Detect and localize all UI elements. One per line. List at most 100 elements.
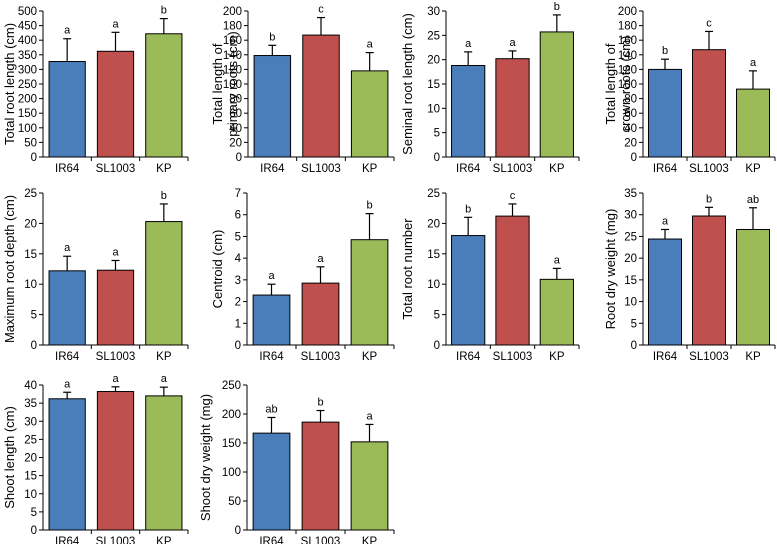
x-tick-label: IR64 — [456, 351, 481, 363]
y-tick-label: 450 — [18, 21, 37, 33]
significance-letter: a — [64, 242, 71, 254]
x-tick-label: KP — [745, 351, 761, 363]
bar-kp — [350, 441, 389, 531]
y-tick-label: 5 — [631, 318, 637, 330]
bar-kp — [350, 70, 389, 158]
y-tick-label: 5 — [434, 310, 440, 322]
x-tick-label: KP — [362, 163, 378, 175]
chart-panel-1: 0 50 100 150 200 250 300 350 400 450 500 a IR64 a SL10… — [2, 5, 189, 175]
y-tick-label: 30 — [24, 416, 37, 428]
y-tick-label: 6 — [235, 210, 241, 222]
y-axis-label: crown roots (cm) — [618, 36, 633, 133]
x-tick-label: SL1003 — [301, 351, 341, 363]
y-tick-label: 5 — [31, 507, 37, 519]
significance-letter: a — [112, 373, 119, 385]
y-tick-label: 5 — [235, 231, 241, 243]
y-tick-label: 0 — [631, 340, 637, 352]
x-tick-label: SL1003 — [301, 163, 341, 175]
y-tick-label: 40 — [229, 123, 242, 135]
significance-letter: c — [318, 4, 324, 16]
significance-letter: b — [366, 200, 372, 212]
chart-panel-7: 0 5 10 15 20 25 b IR64 c SL1003 a KP Total root numb… — [400, 188, 580, 363]
y-tick-label: 25 — [24, 188, 37, 200]
significance-letter: a — [750, 57, 757, 69]
bar-kp — [350, 239, 389, 346]
y-tick-label: 100 — [222, 467, 241, 479]
x-tick-label: IR64 — [259, 536, 284, 544]
y-tick-label: 25 — [24, 434, 37, 446]
bar-kp — [736, 228, 770, 346]
y-axis-label: Shoot length (cm) — [2, 406, 17, 509]
x-tick-label: KP — [156, 536, 172, 544]
y-tick-label: 20 — [624, 137, 637, 149]
x-tick-label: IR64 — [653, 163, 678, 175]
y-tick-label: 5 — [434, 128, 440, 140]
significance-letter: ab — [747, 194, 759, 206]
y-tick-label: 25 — [624, 231, 637, 243]
y-axis-label: Maximum root depth (cm) — [2, 195, 17, 343]
y-axis-label: Total root number — [400, 218, 415, 320]
y-tick-label: 2 — [235, 297, 241, 309]
significance-letter: a — [161, 373, 168, 385]
y-tick-label: 60 — [229, 108, 242, 120]
chart-panel-4: 0 20 40 60 80 100 120 140 160 180 200 b IR64 c SL1003 a… — [603, 6, 776, 175]
y-axis-label: Total length of — [603, 43, 618, 124]
y-tick-label: 300 — [18, 64, 37, 76]
y-tick-label: 15 — [427, 249, 440, 261]
y-tick-label: 0 — [31, 152, 37, 164]
significance-letter: b — [662, 45, 668, 57]
bar-ir64 — [48, 61, 86, 158]
significance-letter: b — [554, 1, 560, 13]
y-tick-label: 0 — [31, 340, 37, 352]
chart-panel-9: 0 5 10 15 20 25 30 35 40 a IR64 a SL1003 a KP Shoot len… — [2, 373, 189, 544]
significance-letter: a — [366, 410, 373, 422]
y-axis-label: Total root length (cm) — [2, 23, 17, 145]
x-tick-label: IR64 — [55, 351, 80, 363]
y-tick-label: 3 — [235, 275, 241, 287]
y-tick-label: 20 — [427, 218, 440, 230]
y-tick-label: 20 — [624, 253, 637, 265]
y-tick-label: 10 — [624, 297, 637, 309]
y-tick-label: 10 — [427, 279, 440, 291]
bar-kp — [145, 221, 183, 346]
y-axis-label: Centroid (cm) — [210, 230, 225, 309]
y-tick-label: 40 — [24, 380, 37, 392]
significance-letter: a — [554, 254, 561, 266]
y-axis-label: Seminal root length (cm) — [400, 13, 415, 155]
y-tick-label: 120 — [223, 64, 242, 76]
y-tick-label: 120 — [618, 64, 637, 76]
y-tick-label: 180 — [223, 21, 242, 33]
bar-sl1003 — [495, 215, 530, 346]
y-tick-label: 0 — [235, 340, 241, 352]
significance-letter: b — [317, 397, 323, 409]
y-tick-label: 0 — [235, 525, 241, 537]
y-tick-label: 0 — [434, 152, 440, 164]
significance-letter: ab — [265, 403, 277, 415]
y-tick-label: 350 — [18, 50, 37, 62]
y-tick-label: 30 — [624, 210, 637, 222]
bar-ir64 — [648, 68, 682, 158]
y-tick-label: 50 — [24, 137, 37, 149]
y-tick-label: 60 — [624, 108, 637, 120]
x-tick-label: IR64 — [55, 536, 80, 544]
y-tick-label: 250 — [18, 79, 37, 91]
bar-kp — [539, 278, 574, 346]
significance-letter: a — [112, 18, 119, 30]
y-axis-label: Shoot dry weight (mg) — [198, 394, 213, 521]
y-axis-label: Root dry weight (mg) — [603, 209, 618, 330]
x-tick-label: IR64 — [456, 163, 481, 175]
significance-letter: a — [112, 246, 119, 258]
y-tick-label: 400 — [18, 35, 37, 47]
significance-letter: a — [662, 215, 669, 227]
x-tick-label: SL1003 — [96, 351, 136, 363]
x-tick-label: IR64 — [260, 163, 285, 175]
y-tick-label: 40 — [624, 123, 637, 135]
x-tick-label: SL1003 — [96, 536, 136, 544]
significance-letter: c — [706, 17, 712, 29]
y-tick-label: 80 — [624, 94, 637, 106]
y-tick-label: 50 — [228, 496, 241, 508]
bar-kp — [145, 395, 183, 531]
y-tick-label: 20 — [24, 218, 37, 230]
significance-letter: a — [268, 270, 275, 282]
y-tick-label: 1 — [235, 318, 241, 330]
